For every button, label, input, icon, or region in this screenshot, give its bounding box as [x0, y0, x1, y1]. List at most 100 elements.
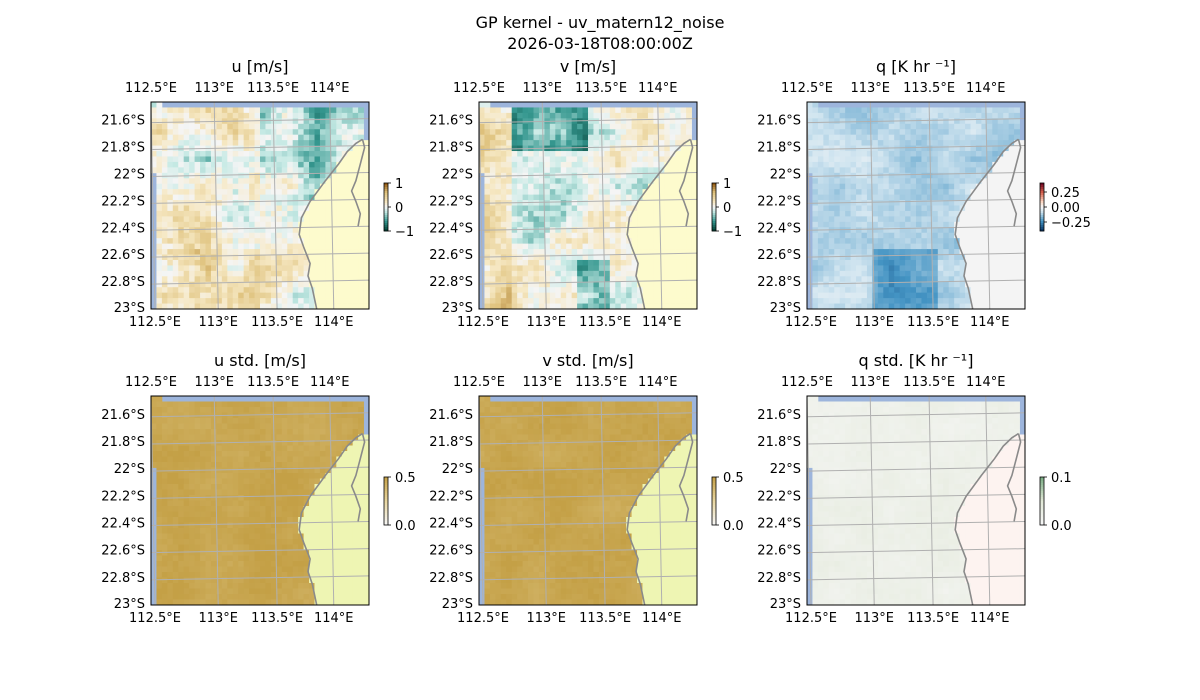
heatmap-cell	[221, 298, 228, 304]
heatmap-cell	[582, 140, 589, 146]
heatmap-cell	[566, 303, 573, 310]
lon-tick-label-top: 112.5°E	[781, 81, 833, 96]
heatmap-cell	[243, 298, 250, 304]
heatmap-cell	[309, 429, 315, 435]
heatmap-cell	[669, 265, 676, 272]
heatmap-cell	[303, 123, 310, 130]
heatmap-cell	[265, 145, 272, 152]
heatmap-cell	[609, 129, 616, 136]
heatmap-cell	[675, 200, 682, 206]
heatmap-cell	[593, 145, 600, 152]
heatmap-cell	[669, 216, 676, 223]
heatmap-cell	[210, 292, 217, 299]
heatmap-cell	[276, 172, 283, 179]
heatmap-cell	[183, 189, 190, 196]
heatmap-cell	[325, 227, 332, 234]
lat-tick-label: 22.4°S	[101, 221, 145, 236]
grid-line-lon	[213, 101, 219, 310]
heatmap-cell	[631, 270, 638, 277]
heatmap-cell	[593, 156, 600, 163]
colorbar-swatch	[384, 227, 388, 230]
heatmap-cell	[916, 172, 922, 179]
heatmap-cell	[905, 227, 911, 234]
heatmap-cell	[593, 183, 600, 190]
heatmap-cell	[899, 281, 906, 288]
heatmap-cell	[675, 183, 682, 190]
heatmap-cell	[560, 129, 567, 136]
grid-line-lon	[928, 101, 934, 310]
heatmap-cell	[992, 118, 999, 125]
heatmap-cell	[330, 445, 337, 452]
heatmap-cell	[593, 107, 600, 114]
heatmap-cell	[647, 287, 654, 294]
heatmap-cell	[823, 292, 830, 299]
heatmap-cell	[287, 276, 294, 283]
heatmap-cell	[249, 418, 255, 424]
heatmap-cell	[577, 107, 583, 114]
heatmap-cell	[1014, 189, 1020, 196]
heatmap-cell	[1014, 232, 1020, 239]
heatmap-cell	[615, 303, 622, 310]
heatmap-cell	[653, 254, 660, 261]
heatmap-cell	[839, 298, 846, 304]
heatmap-cell	[522, 156, 529, 163]
heatmap-cell	[243, 172, 250, 179]
heatmap-cell	[265, 303, 272, 310]
heatmap-cell	[506, 210, 513, 217]
heatmap-cell	[653, 243, 660, 250]
heatmap-cell	[675, 189, 682, 196]
heatmap-cell	[834, 259, 841, 266]
heatmap-cell	[205, 140, 212, 146]
heatmap-cell	[352, 276, 359, 283]
heatmap-cell	[287, 303, 294, 310]
heatmap-cell	[883, 172, 890, 179]
heatmap-cell	[243, 440, 250, 446]
heatmap-cell	[680, 276, 687, 283]
heatmap-cell	[489, 254, 496, 261]
heatmap-cell	[341, 178, 348, 185]
colorbar-q: 0.250.00−0.25	[1039, 182, 1091, 232]
heatmap-cell	[604, 107, 611, 114]
heatmap-cell	[167, 156, 174, 163]
heatmap-cell	[959, 151, 966, 157]
heatmap-cell	[872, 183, 879, 190]
heatmap-cell	[292, 303, 299, 310]
heatmap-cell	[506, 112, 513, 119]
heatmap-cell	[336, 270, 343, 277]
heatmap-cell	[528, 210, 534, 217]
heatmap-cell	[238, 140, 245, 146]
heatmap-cell	[325, 303, 332, 310]
heatmap-cell	[309, 254, 315, 261]
heatmap-cell	[637, 151, 643, 157]
heatmap-cell	[232, 129, 239, 136]
heatmap-cell	[1003, 292, 1010, 299]
heatmap-cell	[254, 292, 261, 299]
heatmap-cell	[965, 140, 971, 146]
heatmap-cell	[888, 107, 895, 114]
heatmap-cell	[292, 265, 299, 272]
heatmap-cell	[544, 303, 551, 310]
heatmap-cell	[489, 151, 496, 157]
heatmap-cell	[538, 238, 545, 245]
heatmap-cell	[276, 194, 283, 201]
heatmap-cell	[232, 134, 239, 141]
heatmap-cell	[609, 276, 616, 283]
heatmap-cell	[834, 134, 841, 141]
heatmap-cell	[161, 418, 168, 424]
heatmap-cell	[1008, 303, 1015, 310]
heatmap-cell	[647, 259, 654, 266]
heatmap-cell	[997, 292, 1004, 299]
heatmap-cell	[921, 221, 928, 228]
heatmap-cell	[560, 292, 567, 299]
heatmap-cell	[669, 254, 676, 261]
heatmap-cell	[899, 145, 906, 152]
heatmap-cell	[243, 221, 250, 228]
heatmap-cell	[309, 172, 315, 179]
heatmap-cell	[216, 292, 223, 299]
heatmap-cell	[298, 292, 304, 299]
heatmap-cell	[658, 178, 665, 185]
heatmap-cell	[637, 200, 643, 206]
heatmap-cell	[932, 243, 939, 250]
heatmap-cell	[522, 298, 529, 304]
heatmap-cell	[178, 265, 185, 272]
